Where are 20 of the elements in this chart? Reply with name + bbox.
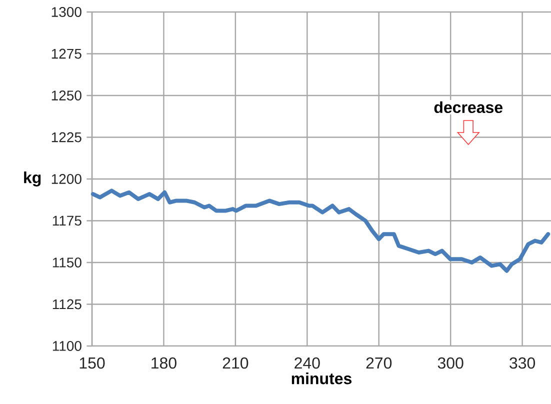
line-series [90,188,550,273]
x-tick-label: 330 [510,357,536,369]
x-axis-title: minutes [292,372,352,384]
x-tick-label: 270 [366,357,392,369]
y-tick-label: 1200 [52,174,82,184]
x-tick-label: 240 [294,357,320,369]
y-tick-label: 1175 [52,216,82,226]
y-tick-label: 1225 [52,132,82,142]
y-tick-label: 1100 [52,341,82,351]
y-axis-title: kg [24,172,41,186]
y-tick-label: 1125 [52,299,82,310]
x-tick-label: 180 [152,357,176,369]
y-tick-label: 1250 [52,90,82,100]
x-tick-label: 150 [80,357,105,369]
y-tick-label: 1150 [52,258,82,268]
annotation: decrease [434,101,502,114]
x-tick-label: 210 [222,357,248,369]
y-tick-label: 1300 [52,7,82,17]
y-tick-label: 1275 [52,48,82,59]
x-tick-label: 300 [438,357,464,369]
